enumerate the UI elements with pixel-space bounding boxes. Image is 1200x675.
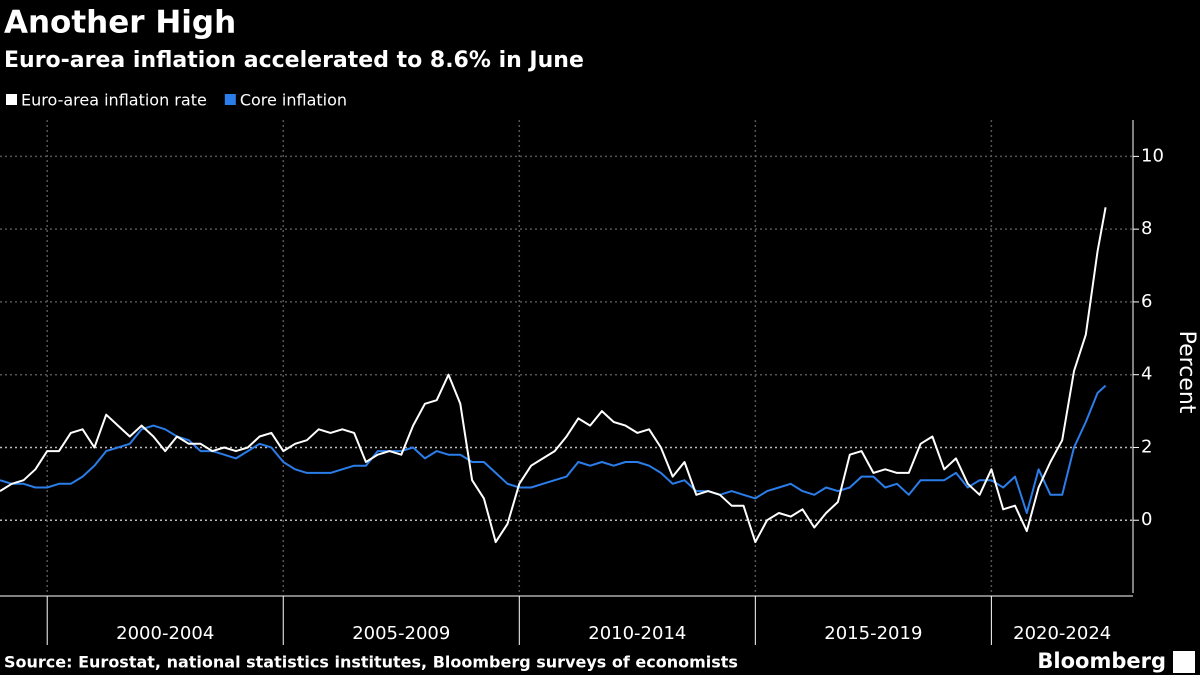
chart-subtitle: Euro-area inflation accelerated to 8.6% … <box>4 48 584 73</box>
chart-title: Another High <box>4 5 236 41</box>
x-period-label: 2010-2014 <box>588 623 686 644</box>
y-tick-label: 0 <box>1141 509 1152 530</box>
legend-label: Euro-area inflation rate <box>21 91 207 110</box>
y-tick-label: 10 <box>1141 145 1164 166</box>
source-note: Source: Eurostat, national statistics in… <box>4 653 738 672</box>
x-period-label: 2000-2004 <box>116 623 214 644</box>
legend-swatch <box>224 94 236 105</box>
y-axis-label: Percent <box>1174 331 1199 414</box>
y-tick-label: 8 <box>1141 218 1152 239</box>
x-period-label: 2005-2009 <box>352 623 450 644</box>
brand-logo: Bloomberg <box>1037 649 1166 673</box>
series-line <box>0 384 1107 514</box>
y-tick-label: 6 <box>1141 291 1152 312</box>
series-line <box>0 207 1107 544</box>
brand-icon <box>1173 651 1195 673</box>
legend-swatch <box>6 94 17 105</box>
x-period-label: 2015-2019 <box>824 623 922 644</box>
x-period-label: 2020-2024 <box>1013 623 1111 644</box>
y-tick-label: 2 <box>1141 436 1152 457</box>
legend-label: Core inflation <box>240 91 347 110</box>
y-tick-label: 4 <box>1141 364 1152 385</box>
